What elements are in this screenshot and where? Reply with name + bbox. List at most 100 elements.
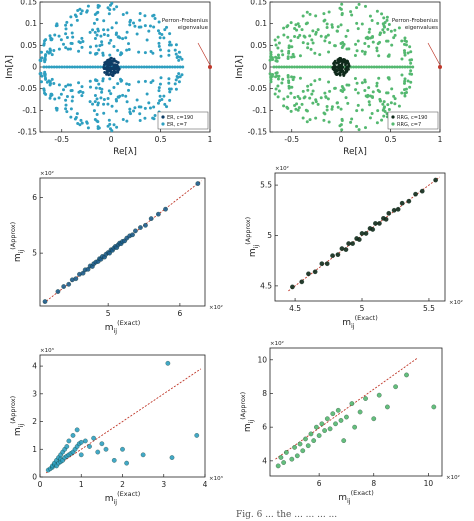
scatter-point bbox=[78, 452, 84, 458]
x-axis-label-base: m bbox=[105, 494, 114, 504]
eigenvalue-point bbox=[73, 65, 77, 69]
eigenvalue-point bbox=[163, 65, 167, 69]
eigenvalue-point bbox=[297, 106, 301, 110]
eigenvalue-point bbox=[393, 102, 397, 106]
eigenvalue-point bbox=[292, 55, 296, 59]
eigenvalue-point bbox=[112, 123, 116, 127]
eigenvalue-point bbox=[143, 14, 147, 18]
eigenvalue-point bbox=[311, 101, 315, 105]
eigenvalue-point bbox=[304, 108, 308, 112]
eigenvalue-point bbox=[78, 7, 82, 11]
scatter-point bbox=[195, 181, 201, 186]
x-axis-label: mij(Exact) bbox=[105, 319, 141, 335]
eigenvalue-point bbox=[173, 48, 177, 52]
eigenvalue-point bbox=[331, 67, 335, 71]
eigenvalue-point bbox=[152, 65, 156, 69]
eigenvalue-point bbox=[163, 28, 167, 32]
x-tick-label: 8 bbox=[371, 479, 376, 488]
scatter-point bbox=[300, 448, 306, 454]
scatter-point bbox=[413, 191, 418, 197]
eigenvalue-point bbox=[357, 65, 361, 69]
eigenvalue-point bbox=[106, 96, 110, 100]
eigenvalue-point bbox=[298, 76, 302, 80]
scatter-point bbox=[350, 241, 355, 246]
x-axis-label-sub: ij bbox=[347, 497, 351, 505]
eigenvalue-point bbox=[327, 10, 331, 14]
eigenvalue-point bbox=[50, 53, 54, 57]
eigenvalue-point bbox=[100, 90, 104, 94]
x-exponent-label: ×10² bbox=[209, 304, 223, 311]
eigenvalue-point bbox=[64, 84, 68, 88]
eigenvalue-point bbox=[286, 95, 290, 99]
eigenvalue-point bbox=[107, 41, 111, 45]
eigenvalue-point bbox=[155, 65, 159, 69]
scatter-point bbox=[55, 289, 61, 294]
scatter-point bbox=[308, 431, 314, 437]
y-tick-label: 0 bbox=[262, 63, 267, 72]
eigenvalue-point bbox=[272, 65, 276, 69]
eigenvalue-point bbox=[158, 99, 162, 103]
eigenvalue-point bbox=[387, 107, 391, 111]
scatter-point bbox=[306, 271, 311, 277]
scatter-point bbox=[343, 247, 349, 252]
y-tick-label: 0.1 bbox=[25, 19, 37, 28]
scatter-point bbox=[335, 252, 341, 257]
eigenvalue-point bbox=[385, 18, 389, 22]
eigenvalue-point bbox=[327, 120, 331, 124]
scatter-point bbox=[289, 456, 295, 462]
eigenvalue-point bbox=[143, 106, 147, 110]
eigenvalue-point bbox=[65, 20, 69, 24]
eigenvalue-point bbox=[81, 65, 84, 69]
x-axis-label: mij(Exact) bbox=[105, 490, 141, 506]
eigenvalue-point bbox=[311, 65, 314, 69]
eigenvalue-point bbox=[382, 24, 386, 28]
legend-entry: ER, c=190 bbox=[167, 115, 193, 121]
eigenvalue-point bbox=[322, 12, 326, 16]
eigenvalue-point bbox=[94, 44, 98, 48]
eigenvalue-point bbox=[85, 120, 89, 124]
eigenvalue-point bbox=[134, 65, 138, 69]
eigenvalue-point bbox=[180, 73, 184, 77]
scatter-point bbox=[305, 443, 311, 449]
scatter-point bbox=[103, 446, 109, 452]
legend-box bbox=[157, 111, 209, 130]
eigenvalue-point bbox=[108, 127, 112, 131]
eigenvalue-point bbox=[344, 96, 348, 100]
eigenvalue-point bbox=[406, 51, 410, 55]
y-tick-label: 0.15 bbox=[250, 0, 267, 7]
scatter-point bbox=[156, 211, 161, 217]
eigenvalue-point bbox=[337, 57, 341, 61]
eigenvalue-point bbox=[280, 81, 284, 85]
scatter-point bbox=[330, 253, 335, 258]
eigenvalue-point bbox=[175, 55, 179, 59]
eigenvalue-point bbox=[142, 65, 146, 69]
y-axis-label-base: m bbox=[243, 423, 253, 432]
eigenvalue-point bbox=[71, 95, 75, 99]
eigenvalue-point bbox=[125, 119, 129, 123]
eigenvalue-point bbox=[128, 107, 132, 111]
eigenvalue-point bbox=[45, 50, 49, 54]
eigenvalue-point bbox=[355, 109, 359, 113]
eigenvalue-point bbox=[300, 65, 304, 69]
x-axis-label-sup: (Exact) bbox=[117, 319, 140, 327]
eigenvalue-point bbox=[80, 94, 84, 98]
eigenvalue-point bbox=[341, 90, 345, 94]
eigenvalue-point bbox=[294, 107, 298, 111]
eigenvalue-point bbox=[397, 26, 401, 30]
eigenvalue-point bbox=[100, 40, 104, 44]
eigenvalue-point bbox=[70, 99, 74, 103]
eigenvalue-point bbox=[286, 75, 290, 79]
eigenvalue-point bbox=[296, 94, 300, 98]
x-tick-label: 2 bbox=[120, 480, 125, 489]
scatter-point bbox=[341, 438, 347, 443]
eigenvalue-point bbox=[295, 65, 299, 69]
eigenvalue-point bbox=[392, 94, 396, 98]
eigenvalue-point bbox=[275, 56, 279, 60]
eigenvalue-point bbox=[105, 72, 108, 76]
scatter-point bbox=[330, 411, 336, 417]
plot-frame bbox=[274, 172, 446, 302]
eigenvalue-point bbox=[314, 32, 318, 36]
eigenvalue-point bbox=[289, 91, 293, 95]
eigenvalue-point bbox=[138, 119, 142, 123]
x-tick-label: 0 bbox=[109, 135, 114, 144]
